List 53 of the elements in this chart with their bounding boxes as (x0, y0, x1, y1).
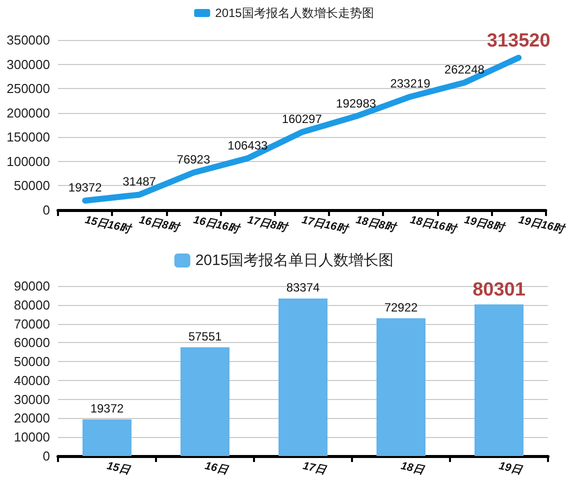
x-tick-label: 17日16时 (300, 213, 351, 236)
data-label: 80301 (472, 279, 526, 300)
y-tick-label: 40000 (14, 372, 50, 388)
data-label: 83374 (286, 280, 320, 295)
bar (82, 419, 132, 456)
x-tick-label: 16日 (204, 460, 230, 477)
data-label: 262248 (444, 62, 485, 77)
legend-label: 2015国考报名单日人数增长图 (195, 252, 394, 269)
x-tick-label: 18日 (400, 460, 426, 477)
x-tick-label: 18日8时 (354, 213, 399, 235)
x-tick-label: 18日16时 (408, 213, 460, 236)
data-label: 57551 (188, 329, 222, 344)
bar (278, 298, 328, 456)
x-tick-label: 15日16时 (84, 213, 134, 236)
x-tick-label: 16日8时 (138, 213, 182, 235)
y-tick-label: 50000 (14, 178, 50, 194)
x-tick-label: 19日16时 (517, 213, 568, 236)
x-tick-label: 15日 (106, 460, 132, 477)
data-label: 19372 (68, 180, 102, 195)
y-tick-label: 200000 (6, 105, 50, 120)
y-tick-label: 250000 (6, 81, 50, 96)
bar (376, 318, 426, 456)
data-label: 31487 (122, 174, 156, 189)
y-tick-label: 90000 (14, 278, 50, 294)
y-tick-label: 20000 (14, 410, 50, 426)
y-tick-label: 150000 (6, 130, 50, 145)
x-tick-label: 17日8时 (246, 213, 291, 235)
y-tick-label: 70000 (14, 316, 50, 332)
data-label: 313520 (486, 30, 550, 52)
y-tick-label: 30000 (14, 392, 50, 407)
x-tick-label: 19日8时 (463, 213, 508, 235)
y-tick-label: 50000 (14, 354, 50, 370)
x-tick-label: 16日16时 (192, 213, 242, 236)
data-label: 160297 (282, 112, 322, 126)
bar (180, 347, 230, 456)
y-tick-label: 10000 (14, 430, 50, 445)
data-label: 76923 (176, 152, 210, 167)
y-tick-label: 60000 (14, 335, 50, 350)
data-label: 233219 (390, 76, 431, 91)
legend-label: 2015国考报名人数增长走势图 (215, 6, 374, 20)
y-tick-label: 350000 (6, 32, 50, 48)
y-tick-label: 0 (42, 448, 50, 464)
bar (474, 304, 524, 456)
y-tick-label: 0 (42, 202, 50, 218)
data-label: 106433 (228, 138, 268, 152)
y-tick-label: 300000 (6, 56, 50, 72)
x-tick-label: 19日 (498, 460, 524, 477)
y-tick-label: 80000 (14, 297, 50, 312)
x-tick-label: 17日 (302, 460, 328, 477)
data-label: 19372 (90, 401, 124, 416)
data-label: 192983 (336, 96, 376, 110)
y-tick-label: 100000 (6, 154, 50, 169)
data-label: 72922 (384, 300, 418, 314)
